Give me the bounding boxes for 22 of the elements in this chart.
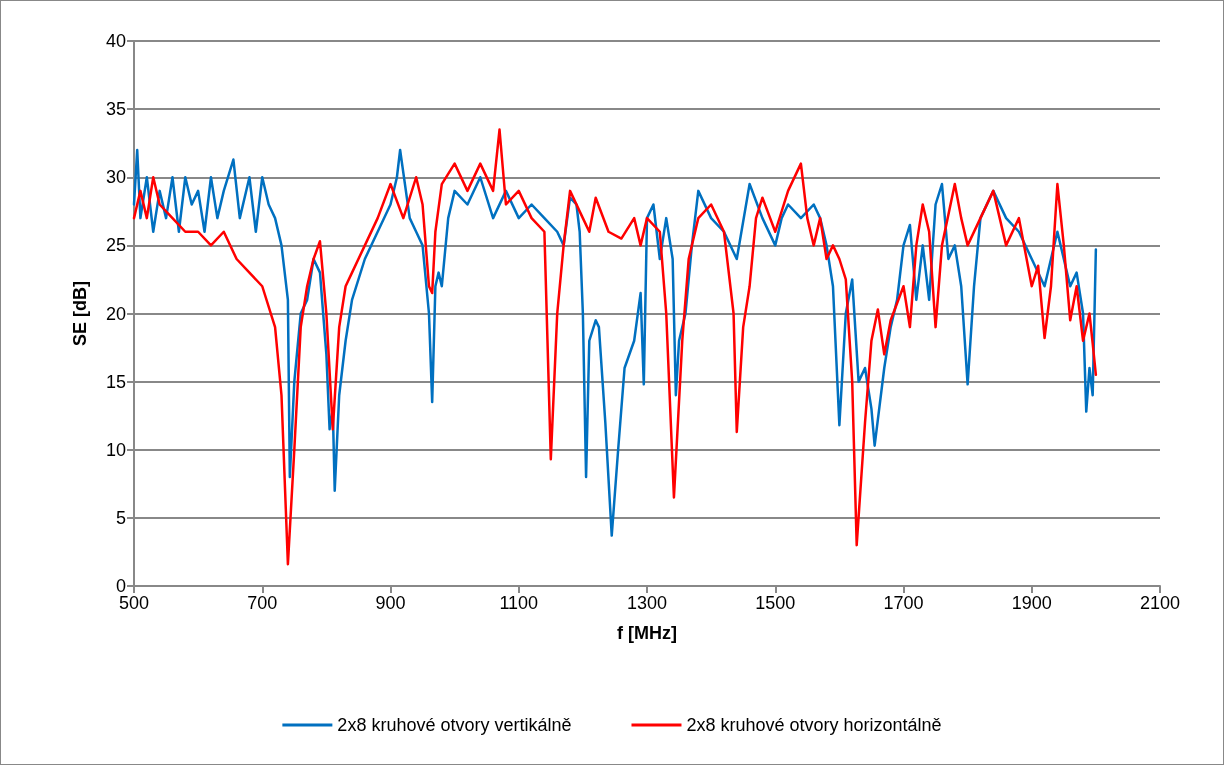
x-tick-label: 900	[375, 593, 406, 613]
x-tick-label: 2100	[1139, 593, 1181, 613]
x-tick-label: 1900	[1011, 593, 1052, 613]
y-tick-label: 15	[105, 371, 126, 392]
y-tick-label: 40	[105, 31, 126, 51]
x-tick-label: 700	[247, 593, 278, 613]
y-tick-label: 0	[115, 576, 126, 596]
y-tick-label: 5	[115, 507, 126, 528]
x-axis-title: f [MHz]	[617, 623, 677, 643]
y-tick-label: 10	[105, 439, 126, 460]
y-tick-label: 35	[105, 99, 126, 120]
x-tick-label: 1700	[883, 593, 924, 613]
y-axis-title: SE [dB]	[70, 281, 90, 346]
y-tick-label: 20	[105, 303, 126, 324]
x-tick-label: 1300	[626, 593, 668, 613]
y-tick-label: 30	[105, 167, 126, 188]
y-tick-label: 25	[105, 235, 126, 256]
x-tick-label: 500	[118, 593, 150, 613]
legend-label: 2x8 kruhové otvory vertikálně	[337, 715, 572, 735]
x-tick-label: 1100	[499, 593, 539, 613]
x-tick-label: 1500	[755, 593, 796, 613]
legend-label: 2x8 kruhové otvory horizontálně	[686, 715, 942, 735]
